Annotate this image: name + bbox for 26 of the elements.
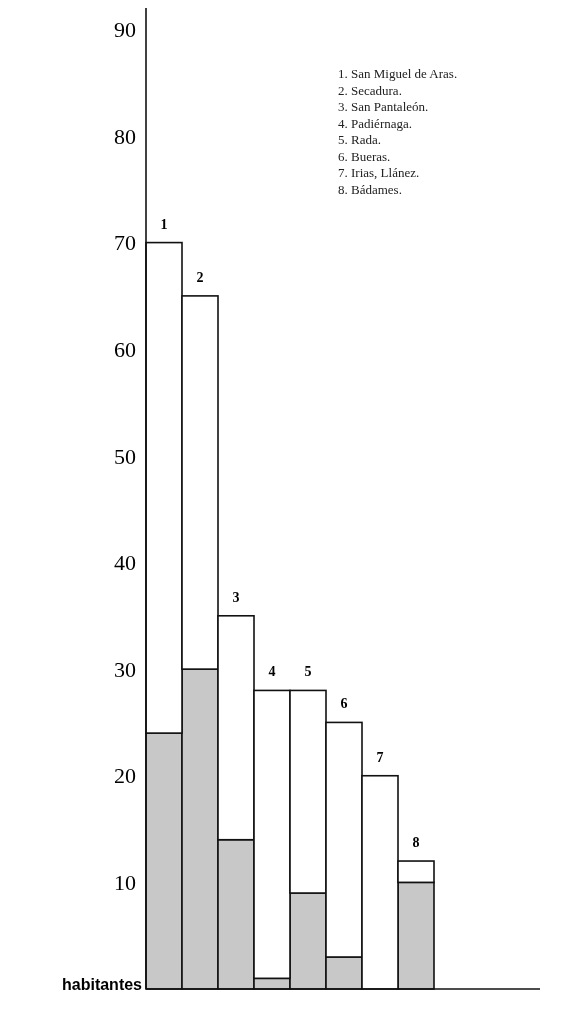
x-tick-label: 8 bbox=[412, 835, 420, 851]
y-tick-label: 70 bbox=[114, 230, 136, 256]
y-tick-label: 90 bbox=[114, 17, 136, 43]
annotation: 7. Irias, Llánez. bbox=[338, 165, 420, 180]
y-tick-label: 50 bbox=[114, 443, 136, 469]
annotation: 6. Bueras. bbox=[338, 148, 391, 164]
x-tick-label: 4 bbox=[268, 664, 276, 680]
x-tick-label: 3 bbox=[232, 589, 240, 605]
annotation: 8. Bádames. bbox=[338, 181, 402, 197]
annotation: 2. Secadura. bbox=[338, 82, 402, 98]
annotation: 1. San Miguel de Aras. bbox=[338, 66, 458, 81]
y-tick-label: 10 bbox=[114, 870, 136, 896]
annotation: 5. Rada. bbox=[338, 132, 381, 147]
annotation: 4. Padiérnaga. bbox=[338, 115, 413, 131]
y-tick-label: 60 bbox=[114, 336, 136, 362]
x-tick-label: 5 bbox=[304, 664, 312, 680]
y-tick-label: 20 bbox=[114, 763, 136, 789]
x-tick-label: 6 bbox=[340, 696, 348, 712]
y-tick-label: 40 bbox=[114, 550, 136, 576]
y-tick-label: 80 bbox=[114, 123, 136, 149]
annotation: 3. San Pantaleón. bbox=[338, 99, 429, 114]
x-tick-label: 2 bbox=[196, 269, 204, 285]
x-tick-label: 7 bbox=[376, 749, 384, 765]
x-tick-label: 1 bbox=[160, 216, 168, 232]
y-tick-label: 30 bbox=[114, 656, 136, 682]
y-axis-title: habitantes bbox=[61, 976, 143, 993]
